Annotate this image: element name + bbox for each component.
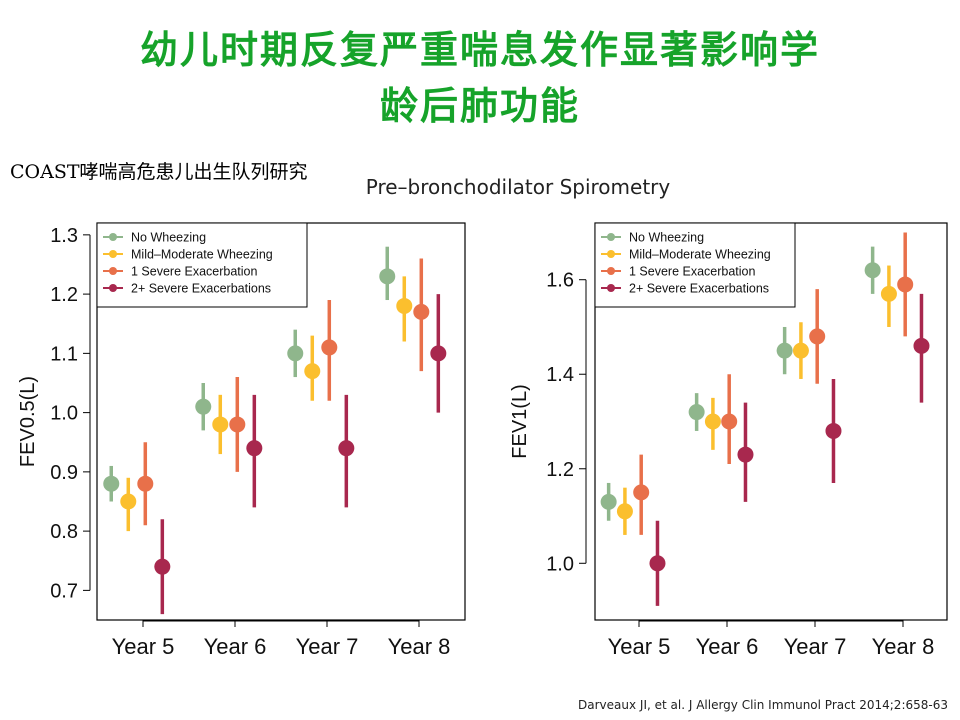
fev05-data-point xyxy=(229,416,246,433)
fev05-data-point xyxy=(430,345,447,362)
fev1-x-tick-label: Year 6 xyxy=(696,634,759,659)
fev05-data-point xyxy=(195,398,212,415)
fev05-data-point xyxy=(137,475,154,492)
fev05-data-point xyxy=(379,268,396,285)
fev05-y-tick-label: 1.3 xyxy=(50,225,78,247)
fev1-legend-label: 1 Severe Exacerbation xyxy=(629,265,756,279)
fev1-data-point xyxy=(600,493,617,510)
fev05-legend-label: 1 Severe Exacerbation xyxy=(131,265,258,279)
fev05-y-tick-label: 1.2 xyxy=(50,284,78,306)
fev05-data-point xyxy=(413,303,430,320)
fev05-y-tick-label: 0.8 xyxy=(50,521,78,543)
fev1-data-point xyxy=(864,262,881,279)
fev1-legend-label: Mild–Moderate Wheezing xyxy=(629,248,771,262)
fev05-y-tick-label: 0.7 xyxy=(50,580,78,602)
fev1-legend-label: 2+ Severe Exacerbations xyxy=(629,282,769,296)
fev1-y-tick-label: 1.4 xyxy=(546,364,574,386)
fev05-data-point xyxy=(212,416,229,433)
fev1-data-point xyxy=(897,276,914,293)
fev1-data-point xyxy=(633,484,650,501)
fev05-data-point xyxy=(396,297,413,314)
fev05-legend-label: No Wheezing xyxy=(131,231,206,245)
fev05-y-tick-label: 1.1 xyxy=(50,343,78,365)
fev05-data-point xyxy=(338,440,355,457)
chart-title: Pre–bronchodilator Spirometry xyxy=(365,175,671,199)
fev05-legend-marker xyxy=(109,284,117,292)
fev1-x-tick-label: Year 8 xyxy=(872,634,935,659)
fev05-legend-marker xyxy=(109,250,117,258)
slide-title-line-2: 龄后肺功能 xyxy=(379,84,580,128)
fev05-data-point xyxy=(304,363,321,380)
fev1-data-point xyxy=(913,337,930,354)
fev1-legend-marker xyxy=(607,250,615,258)
fev1-data-point xyxy=(825,422,842,439)
citation: Darveaux JI, et al. J Allergy Clin Immun… xyxy=(578,698,948,712)
fev1-legend-box xyxy=(594,222,796,308)
fev1-x-tick-label: Year 7 xyxy=(784,634,847,659)
fev1-data-point xyxy=(737,446,754,463)
slide-title: 幼儿时期反复严重喘息发作显著影响学 龄后肺功能 xyxy=(0,22,960,134)
fev1-legend-marker xyxy=(607,233,615,241)
fev1-legend-marker xyxy=(607,267,615,275)
fev1-x-tick-label: Year 5 xyxy=(608,634,671,659)
fev1-data-point xyxy=(809,328,826,345)
fev1-data-point xyxy=(776,342,793,359)
fev1-y-tick-label: 1.2 xyxy=(546,459,574,481)
fev05-x-tick-label: Year 6 xyxy=(204,634,267,659)
fev05-data-point xyxy=(321,339,338,356)
fev1-data-point xyxy=(792,342,809,359)
fev05-data-point xyxy=(154,558,171,575)
fev1-chart: 1.0 1.2 1.4 1.6 FEV1(L) Year 5 Year 6 Year 7 Yea… xyxy=(509,222,948,659)
fev1-data-point xyxy=(880,285,897,302)
fev05-y-tick-label: 1.0 xyxy=(50,403,78,425)
fev05-legend-marker xyxy=(109,267,117,275)
slide-title-line-1: 幼儿时期反复严重喘息发作显著影响学 xyxy=(139,28,820,72)
fev05-legend-box xyxy=(96,222,308,308)
fev1-legend-marker xyxy=(607,284,615,292)
fev05-y-axis-title: FEV0.5(L) xyxy=(17,376,39,467)
fev1-data-point xyxy=(616,503,633,520)
fev05-data-point xyxy=(103,475,120,492)
fev05-x-tick-label: Year 5 xyxy=(112,634,175,659)
fev05-chart: 0.7 0.8 0.9 1.0 1.1 1.2 1.3 FEV0.5(L) Year 5 Year… xyxy=(17,222,466,659)
fev1-legend-label: No Wheezing xyxy=(629,231,704,245)
fev1-data-point xyxy=(649,555,666,572)
fev1-data-point xyxy=(704,413,721,430)
fev1-y-axis-title: FEV1(L) xyxy=(509,384,531,458)
cohort-label: COAST哮喘高危患儿出生队列研究 xyxy=(10,161,308,183)
fev05-legend-label: 2+ Severe Exacerbations xyxy=(131,282,271,296)
fev1-data-point xyxy=(688,404,705,421)
fev05-x-tick-label: Year 8 xyxy=(388,634,451,659)
fev1-data-point xyxy=(721,413,738,430)
fev05-data-point xyxy=(246,440,263,457)
fev1-y-tick-label: 1.0 xyxy=(546,553,574,575)
fev05-legend-marker xyxy=(109,233,117,241)
fev05-data-point xyxy=(120,493,137,510)
fev05-y-tick-label: 0.9 xyxy=(50,462,78,484)
fev05-legend-label: Mild–Moderate Wheezing xyxy=(131,248,273,262)
fev1-y-tick-label: 1.6 xyxy=(546,270,574,292)
fev05-x-tick-label: Year 7 xyxy=(296,634,359,659)
fev05-data-point xyxy=(287,345,304,362)
